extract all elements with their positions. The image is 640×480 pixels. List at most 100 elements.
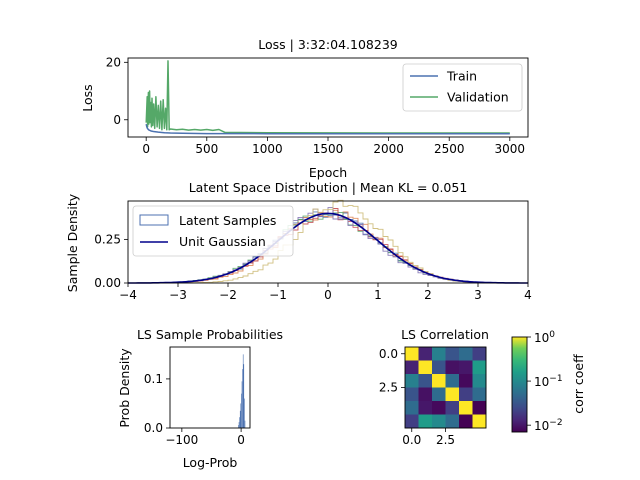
legend-gaussian-label: Unit Gaussian — [179, 234, 266, 249]
correlation-title: LS Correlation — [401, 327, 489, 342]
loss-xtick-label: 0 — [142, 142, 150, 156]
unit-gaussian-line — [128, 212, 528, 284]
loss-panel: Loss | 3:32:04.108239 0 500 1000 1500 2000 25… — [80, 37, 529, 180]
latent-xtick-label: 4 — [524, 288, 532, 302]
latent-xtick-label: −1 — [269, 288, 287, 302]
correlation-cell — [472, 347, 487, 361]
legend-latent-label: Latent Samples — [179, 213, 276, 228]
logprob-axes-frame — [169, 346, 251, 429]
correlation-cell — [445, 414, 460, 429]
logprob-marks — [238, 354, 246, 428]
correlation-cell — [432, 374, 446, 388]
correlation-cell — [405, 347, 419, 361]
correlation-cell — [405, 401, 419, 415]
correlation-cell — [405, 387, 419, 402]
correlation-cell — [445, 387, 460, 402]
logprob-bar — [242, 354, 244, 428]
colorbar-tick-exponent: 0 — [549, 330, 555, 340]
correlation-xtick-label: 2.5 — [436, 433, 455, 447]
loss-xtick-label: 3000 — [495, 142, 526, 156]
latent-ytick-label: 0.00 — [94, 276, 121, 290]
latent-xtick-label: 1 — [374, 288, 382, 302]
logprob-bar — [238, 422, 240, 428]
correlation-cell — [459, 414, 473, 429]
logprob-bar — [243, 364, 245, 428]
latent-ytick-label: 0.25 — [94, 232, 121, 246]
logprob-panel: LS Sample Probabilities −100 0 0.0 0.1 Log-… — [117, 327, 283, 470]
correlation-marks — [405, 347, 487, 429]
logprob-title: LS Sample Probabilities — [137, 327, 283, 342]
correlation-cell — [418, 401, 433, 415]
correlation-cell — [432, 414, 446, 429]
correlation-cell — [472, 401, 487, 415]
loss-xtick-label: 1500 — [313, 142, 344, 156]
colorbar-label: corr coeff — [571, 354, 586, 414]
correlation-cell — [445, 347, 460, 361]
logprob-bar — [239, 417, 240, 428]
latent-marks — [128, 199, 528, 284]
latent-legend-box — [132, 205, 294, 257]
correlation-cell — [472, 414, 487, 429]
correlation-cell — [459, 387, 473, 402]
legend-train-label: Train — [446, 69, 477, 84]
logprob-xtick-label: −100 — [165, 433, 198, 447]
latent-panel: Latent Space Distribution | Mean KL = 0.… — [65, 180, 532, 302]
logprob-bar — [242, 369, 243, 428]
loss-series-1-line — [145, 60, 510, 134]
latent-xtick-label: −2 — [219, 288, 237, 302]
logprob-xtick-label: 0 — [237, 433, 245, 447]
correlation-cell — [445, 374, 460, 388]
legend-latent-swatch — [139, 214, 169, 226]
loss-series-0-line — [145, 123, 510, 135]
loss-ticks: 0 500 1000 1500 2000 2500 3000 0 20 — [106, 55, 525, 156]
correlation-cell — [459, 401, 473, 415]
correlation-cell — [472, 360, 487, 375]
logprob-xlabel: Log-Prob — [183, 455, 238, 470]
loss-xlabel: Epoch — [309, 165, 347, 180]
logprob-ytick-label: 0.1 — [144, 372, 163, 386]
correlation-ytick-label: 2.5 — [379, 381, 398, 395]
latent-xtick-label: 3 — [474, 288, 482, 302]
loss-ylabel: Loss — [80, 84, 95, 111]
legend-validation-label: Validation — [447, 90, 509, 105]
loss-xtick-label: 2500 — [434, 142, 465, 156]
correlation-cell — [432, 360, 446, 375]
correlation-cell — [459, 360, 473, 375]
correlation-cell — [459, 374, 473, 388]
loss-legend: Train Validation — [402, 63, 523, 112]
colorbar-gradient — [511, 336, 528, 433]
latent-ticks: −4 −3 −2 −1 0 1 2 3 4 0.00 0.25 — [94, 232, 532, 302]
correlation-xtick-label: 0.0 — [402, 433, 421, 447]
loss-xtick-label: 2000 — [373, 142, 404, 156]
correlation-cell — [418, 374, 433, 388]
logprob-ylabel: Prob Density — [117, 348, 132, 428]
correlation-cell — [432, 347, 446, 361]
logprob-bar — [239, 410, 241, 428]
latent-xtick-label: −4 — [119, 288, 137, 302]
latent-xtick-label: 0 — [324, 288, 332, 302]
correlation-cell — [459, 347, 473, 361]
latent-ylabel: Sample Density — [65, 193, 80, 292]
colorbar-tick-exponent: −1 — [549, 374, 562, 384]
correlation-cell — [432, 401, 446, 415]
correlation-ticks: 0.0 0.0 2.5 2.5 — [379, 347, 455, 447]
logprob-bar — [244, 420, 246, 428]
correlation-cell — [445, 401, 460, 415]
logprob-bar — [241, 393, 242, 428]
correlation-cell — [418, 360, 433, 375]
latent-legend: Latent Samples Unit Gaussian — [132, 205, 294, 257]
loss-xtick-label: 1000 — [252, 142, 283, 156]
loss-xtick-label: 500 — [195, 142, 218, 156]
logprob-ytick-label: 0.0 — [144, 421, 163, 435]
latent-xtick-label: 2 — [424, 288, 432, 302]
latent-xtick-label: −3 — [169, 288, 187, 302]
loss-marks — [145, 60, 510, 135]
correlation-cell — [472, 374, 487, 388]
logprob-bar — [240, 403, 242, 428]
correlation-cell — [418, 414, 433, 429]
logprob-bar — [244, 398, 245, 428]
correlation-cell — [472, 387, 487, 402]
loss-ytick-label: 20 — [106, 55, 121, 69]
